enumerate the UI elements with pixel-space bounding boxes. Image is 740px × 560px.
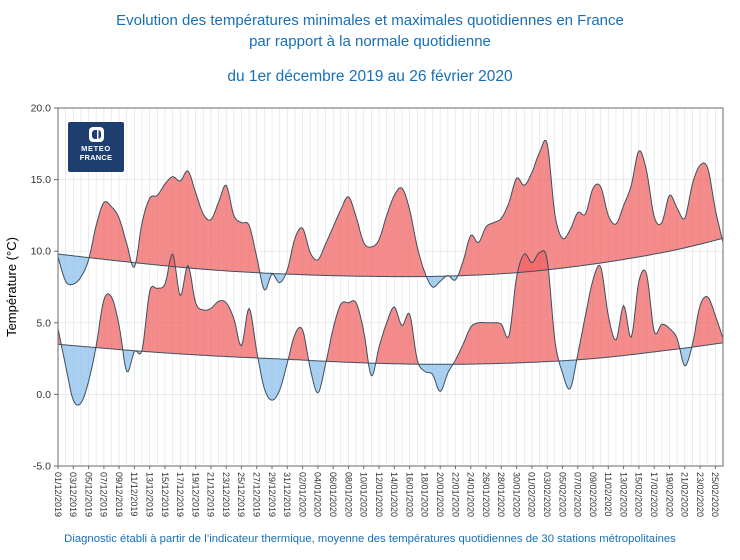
x-tick-label: 29/12/2019	[267, 472, 277, 517]
chart-caption: Diagnostic établi à partir de l’indicate…	[64, 533, 676, 545]
x-tick-label: 22/01/2020	[450, 472, 460, 517]
x-tick-label: 12/01/2020	[374, 472, 384, 517]
x-tick-label: 07/02/2020	[573, 472, 583, 517]
x-tick-label: 27/12/2019	[252, 472, 262, 517]
y-axis-title: Température (°C)	[4, 237, 19, 337]
x-tick-label: 13/02/2020	[618, 472, 628, 517]
x-tick-label: 19/12/2019	[190, 472, 200, 517]
x-tick-label: 17/12/2019	[175, 472, 185, 517]
x-tick-label: 05/12/2019	[83, 472, 93, 517]
normal-min-line	[57, 342, 724, 365]
x-axis: 01/12/2019 03/12/2019 05/12/2019 07/12/2019…	[53, 466, 720, 517]
x-tick-label: 20/01/2020	[435, 472, 445, 517]
y-tick-label: 15.0	[31, 174, 52, 186]
y-axis: 20.0 15.0 10.0 5.0 0.0 -5.0 Température (°C)	[4, 103, 58, 473]
chart-title-line2: par rapport à la normale quotidienne	[249, 33, 491, 50]
x-tick-label: 23/12/2019	[221, 472, 231, 517]
x-tick-label: 17/02/2020	[649, 472, 659, 517]
x-tick-label: 21/12/2019	[206, 472, 216, 517]
chart-title-line1: Evolution des températures minimales et …	[116, 12, 624, 29]
meteo-france-logo-text2: FRANCE	[79, 153, 113, 162]
meteo-france-logo-text1: METEO	[81, 144, 111, 153]
x-tick-label: 15/12/2019	[160, 472, 170, 517]
x-tick-label: 03/02/2020	[542, 472, 552, 517]
x-tick-label: 10/01/2020	[359, 472, 369, 517]
x-tick-label: 05/02/2020	[557, 472, 567, 517]
y-tick-label: 20.0	[31, 103, 52, 115]
x-tick-label: 06/01/2020	[328, 472, 338, 517]
x-tick-label: 04/01/2020	[313, 472, 323, 517]
tmin-above-normal-fill	[58, 250, 723, 365]
chart-title: Evolution des températures minimales et …	[0, 10, 740, 52]
x-tick-label: 19/02/2020	[664, 472, 674, 517]
meteo-france-logo-icon	[88, 127, 104, 142]
y-tick-label: 0.0	[36, 389, 51, 401]
plot-border	[57, 107, 724, 467]
y-tick-label: 5.0	[36, 317, 51, 329]
x-tick-label: 25/02/2020	[710, 472, 720, 517]
x-tick-label: 15/02/2020	[634, 472, 644, 517]
gridlines	[57, 108, 724, 466]
y-tick-label: -5.0	[33, 461, 51, 473]
x-tick-label: 31/12/2019	[282, 472, 292, 517]
x-tick-label: 28/01/2020	[496, 472, 506, 517]
x-tick-label: 14/01/2020	[389, 472, 399, 517]
meteo-france-logo: METEO FRANCE	[68, 122, 124, 172]
x-tick-label: 25/12/2019	[236, 472, 246, 517]
tmax-line	[57, 139, 724, 291]
y-tick-label: 10.0	[31, 246, 52, 258]
tmax-above-normal-fill	[58, 140, 723, 277]
x-tick-label: 18/01/2020	[420, 472, 430, 517]
area-fills	[58, 140, 723, 406]
x-tick-label: 01/12/2019	[53, 472, 63, 517]
x-tick-label: 30/01/2020	[511, 472, 521, 517]
curves	[57, 139, 724, 406]
tmin-line	[57, 250, 724, 406]
x-tick-label: 09/12/2019	[114, 472, 124, 517]
x-tick-label: 02/01/2020	[297, 472, 307, 517]
x-tick-label: 11/02/2020	[603, 472, 613, 516]
x-tick-label: 09/02/2020	[588, 472, 598, 517]
x-tick-label: 24/01/2020	[466, 472, 476, 517]
x-tick-label: 13/12/2019	[145, 472, 155, 517]
x-tick-label: 26/01/2020	[481, 472, 491, 517]
x-tick-label: 08/01/2020	[343, 472, 353, 517]
x-tick-label: 03/12/2019	[68, 472, 78, 517]
x-tick-label: 21/02/2020	[680, 472, 690, 517]
x-tick-label: 11/12/2019	[129, 472, 139, 516]
x-tick-label: 07/12/2019	[99, 472, 109, 517]
normal-max-line	[57, 237, 724, 278]
x-tick-label: 23/02/2020	[695, 472, 705, 517]
x-tick-label: 01/02/2020	[527, 472, 537, 517]
chart-subtitle-period: du 1er décembre 2019 au 26 février 2020	[227, 68, 513, 85]
x-tick-label: 16/01/2020	[404, 472, 414, 517]
